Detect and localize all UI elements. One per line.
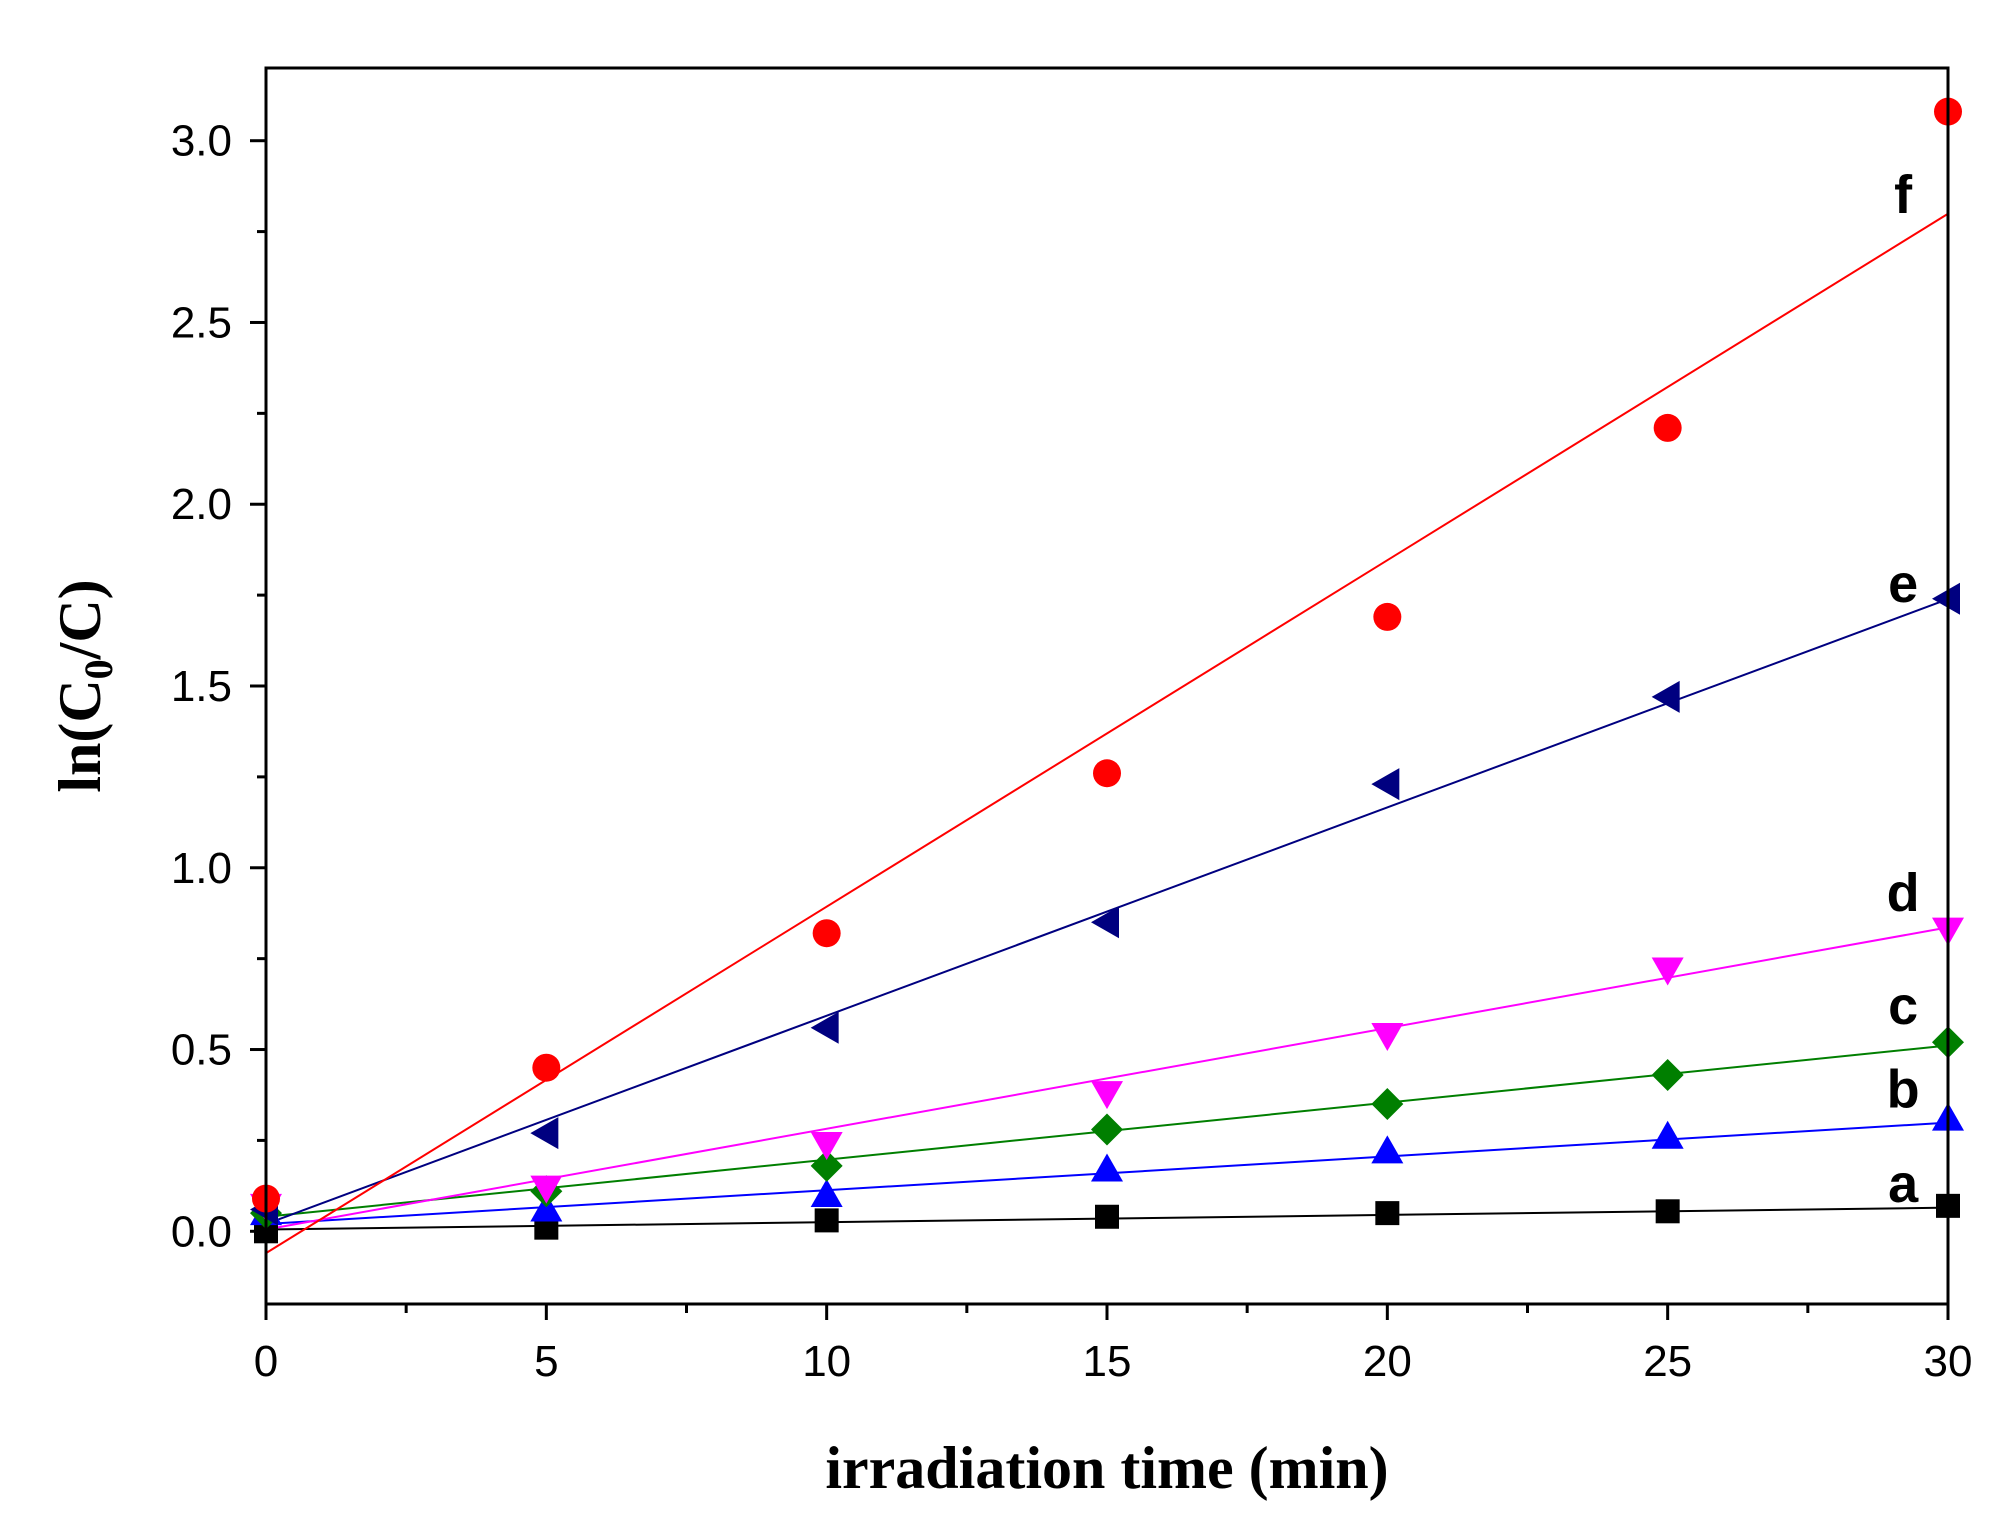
y-tick-label: 0.5 bbox=[171, 1026, 232, 1075]
x-tick-label: 0 bbox=[254, 1337, 278, 1386]
data-point-e bbox=[1651, 680, 1680, 713]
data-markers bbox=[250, 97, 1964, 1244]
y-axis-title-subscript: 0 bbox=[76, 659, 121, 679]
data-point-c bbox=[1651, 1058, 1684, 1091]
x-tick-label: 5 bbox=[534, 1337, 558, 1386]
data-point-d bbox=[530, 1175, 563, 1204]
data-point-a bbox=[814, 1208, 839, 1233]
curve-label-d: d bbox=[1887, 863, 1920, 923]
curve-label-e: e bbox=[1888, 554, 1918, 614]
x-tick-label: 30 bbox=[1924, 1337, 1973, 1386]
y-tick-label: 3.0 bbox=[171, 117, 232, 166]
y-axis: 0.0 0.5 1.0 1.5 2.0 2.5 3.0 bbox=[171, 117, 266, 1256]
y-axis-title-suffix: /C) bbox=[47, 579, 113, 660]
y-tick-label: 1.5 bbox=[171, 662, 232, 711]
data-point-e bbox=[1091, 906, 1119, 939]
x-axis-title: irradiation time (min) bbox=[825, 1435, 1388, 1501]
y-tick-label: 1.0 bbox=[171, 844, 232, 893]
data-point-b bbox=[1651, 1120, 1684, 1149]
curve-label-a: a bbox=[1888, 1154, 1919, 1214]
data-point-f bbox=[812, 919, 841, 948]
fit-line-d bbox=[265, 926, 1949, 1231]
data-point-f bbox=[1373, 602, 1402, 631]
y-axis-title: ln(C0/C) bbox=[47, 579, 121, 792]
data-point-b bbox=[810, 1178, 843, 1207]
data-point-d bbox=[810, 1132, 843, 1161]
data-point-d bbox=[1091, 1081, 1123, 1110]
data-point-b bbox=[1091, 1153, 1123, 1182]
data-point-e bbox=[530, 1117, 559, 1150]
data-point-f bbox=[1093, 759, 1121, 788]
data-point-e bbox=[1371, 768, 1400, 801]
data-point-d bbox=[1651, 957, 1684, 986]
x-tick-label: 25 bbox=[1643, 1337, 1692, 1386]
data-point-a bbox=[1375, 1201, 1400, 1226]
data-point-b bbox=[530, 1193, 563, 1222]
data-point-e bbox=[1932, 582, 1960, 615]
y-tick-label: 0.0 bbox=[171, 1207, 232, 1256]
data-point-a bbox=[1095, 1204, 1119, 1229]
data-point-d bbox=[1371, 1022, 1404, 1051]
y-axis-title-prefix: ln(C bbox=[47, 679, 113, 792]
x-tick-label: 10 bbox=[802, 1337, 851, 1386]
data-point-b bbox=[1371, 1135, 1404, 1164]
data-point-f bbox=[1653, 413, 1682, 442]
data-point-a bbox=[1655, 1199, 1680, 1224]
data-point-c bbox=[1091, 1113, 1123, 1146]
data-point-c bbox=[810, 1149, 843, 1182]
curve-label-b: b bbox=[1887, 1060, 1920, 1120]
curve-label-f: f bbox=[1894, 165, 1913, 225]
y-tick-label: 2.5 bbox=[171, 298, 232, 347]
x-tick-label: 20 bbox=[1363, 1337, 1412, 1386]
data-point-c bbox=[1371, 1088, 1404, 1121]
y-tick-label: 2.0 bbox=[171, 480, 232, 529]
data-point-e bbox=[810, 1011, 839, 1044]
curve-label-c: c bbox=[1888, 976, 1918, 1036]
x-tick-label: 15 bbox=[1083, 1337, 1132, 1386]
data-point-f bbox=[532, 1053, 561, 1082]
x-axis: 0 5 10 15 20 25 30 bbox=[254, 1304, 1973, 1386]
